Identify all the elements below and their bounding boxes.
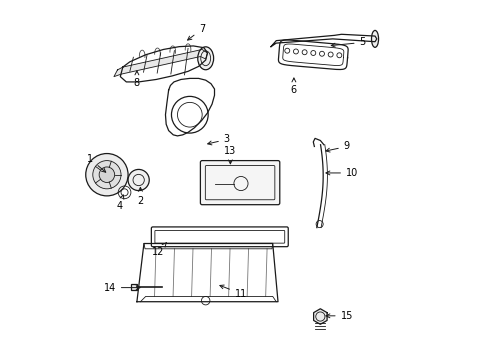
- Text: 11: 11: [220, 285, 246, 298]
- Ellipse shape: [197, 47, 213, 70]
- Polygon shape: [313, 309, 326, 324]
- FancyBboxPatch shape: [200, 161, 279, 205]
- Text: 6: 6: [290, 78, 296, 95]
- Text: 1: 1: [87, 154, 105, 172]
- Text: 3: 3: [207, 134, 229, 145]
- Circle shape: [85, 153, 128, 196]
- FancyBboxPatch shape: [131, 284, 137, 290]
- Text: 9: 9: [325, 141, 349, 152]
- Polygon shape: [114, 49, 207, 77]
- Circle shape: [99, 167, 114, 183]
- Circle shape: [128, 170, 149, 190]
- Text: 2: 2: [137, 188, 143, 206]
- Text: 7: 7: [187, 24, 205, 40]
- Text: 13: 13: [224, 146, 236, 164]
- Ellipse shape: [371, 30, 378, 48]
- Text: 14: 14: [103, 283, 140, 293]
- Text: 4: 4: [116, 195, 123, 211]
- Circle shape: [93, 161, 121, 189]
- Text: 12: 12: [152, 242, 166, 257]
- Text: 5: 5: [330, 37, 365, 48]
- Text: 8: 8: [134, 71, 140, 88]
- Text: 15: 15: [325, 311, 352, 321]
- Text: 10: 10: [325, 168, 358, 178]
